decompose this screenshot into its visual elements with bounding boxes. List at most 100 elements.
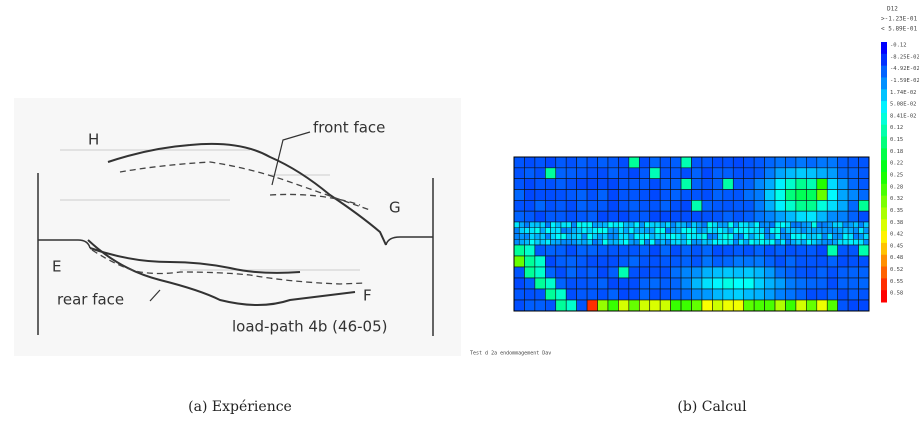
mesh-cell bbox=[732, 178, 745, 190]
mesh-cell bbox=[597, 244, 609, 257]
colorbar-swatch bbox=[881, 112, 887, 126]
interface-cell bbox=[842, 233, 849, 240]
interface-cell bbox=[780, 239, 786, 246]
mesh-cell bbox=[649, 200, 661, 212]
mesh-cell bbox=[524, 288, 536, 301]
interface-cell bbox=[680, 227, 687, 234]
interface-cell bbox=[560, 233, 567, 240]
colorbar-label: 0.25 bbox=[890, 173, 903, 179]
interface-cell bbox=[565, 233, 572, 240]
interface-cell bbox=[665, 227, 671, 234]
interface-cell bbox=[759, 227, 765, 234]
mesh-cell bbox=[555, 210, 567, 223]
mesh-cell bbox=[774, 178, 786, 190]
interface-cell bbox=[513, 221, 520, 228]
interface-cell bbox=[654, 221, 661, 228]
mesh-cell bbox=[649, 266, 661, 279]
colorbar-label: 5.08E-02 bbox=[890, 102, 917, 108]
interface-cell bbox=[560, 239, 567, 246]
mesh-cell bbox=[753, 189, 765, 201]
mesh-cell bbox=[858, 277, 870, 290]
mesh-cell bbox=[837, 156, 849, 169]
mesh-cell bbox=[649, 288, 661, 301]
interface-cell bbox=[743, 239, 750, 246]
mesh-cell bbox=[816, 200, 828, 212]
mesh-cell bbox=[732, 288, 745, 301]
mesh-cell bbox=[555, 178, 567, 190]
interface-cell bbox=[534, 227, 541, 234]
interface-cell bbox=[607, 233, 614, 240]
mesh-cell bbox=[586, 189, 598, 201]
interface-cell bbox=[800, 233, 807, 240]
colorbar-swatch bbox=[881, 231, 887, 244]
interface-cell bbox=[806, 227, 812, 234]
interface-cell bbox=[539, 221, 546, 228]
mesh-cell bbox=[774, 299, 786, 312]
mesh-cell bbox=[837, 277, 849, 290]
mesh-cell bbox=[628, 244, 640, 257]
interface-cell bbox=[722, 221, 729, 228]
interface-cell bbox=[597, 239, 604, 246]
label-front: front face bbox=[313, 119, 385, 137]
interface-cell bbox=[764, 227, 771, 234]
interface-cell bbox=[826, 227, 833, 234]
mesh-cell bbox=[701, 210, 713, 223]
colorbar-swatch bbox=[881, 77, 887, 90]
mesh-cell bbox=[785, 244, 797, 257]
mesh-cell bbox=[565, 167, 577, 179]
mesh-cell bbox=[691, 255, 703, 268]
mesh-cell bbox=[732, 156, 745, 169]
mesh-cell bbox=[858, 189, 870, 201]
mesh-cell bbox=[785, 156, 797, 169]
mesh-cell bbox=[670, 178, 682, 190]
interface-cell bbox=[816, 227, 823, 234]
colorbar-swatch bbox=[881, 195, 887, 208]
mesh-cell bbox=[618, 255, 630, 268]
interface-cell bbox=[717, 227, 724, 234]
mesh-cell bbox=[565, 200, 577, 212]
colorbar-label: 0.22 bbox=[890, 161, 903, 167]
mesh-cell bbox=[795, 299, 807, 312]
interface-cell bbox=[727, 221, 734, 228]
mesh-cell bbox=[743, 178, 755, 190]
mesh-cell bbox=[826, 244, 838, 257]
mesh-cell bbox=[597, 167, 609, 179]
mesh-cell bbox=[753, 244, 765, 257]
interface-cell bbox=[592, 221, 598, 228]
mesh-cell bbox=[764, 210, 776, 223]
interface-cell bbox=[602, 227, 609, 234]
mesh-cell bbox=[691, 266, 703, 279]
mesh-cell bbox=[826, 255, 838, 268]
interface-cell bbox=[686, 221, 692, 228]
mesh-cell bbox=[837, 200, 849, 212]
mesh-cell bbox=[659, 255, 671, 268]
mesh-cell bbox=[816, 299, 828, 312]
mesh-cell bbox=[847, 277, 859, 290]
mesh-cell bbox=[659, 178, 671, 190]
mesh-cell bbox=[555, 255, 567, 268]
interface-cell bbox=[576, 239, 583, 246]
mesh-cell bbox=[826, 189, 838, 201]
interface-cell bbox=[623, 233, 630, 240]
mesh-cell bbox=[670, 244, 682, 257]
mesh-cell bbox=[638, 167, 651, 179]
interface-cell bbox=[649, 233, 656, 240]
mesh-cell bbox=[785, 167, 797, 179]
interface-cell bbox=[565, 239, 572, 246]
mesh-cell bbox=[712, 167, 724, 179]
colorbar-label: -1.59E-02 bbox=[890, 78, 919, 84]
interface-cell bbox=[832, 233, 838, 240]
interface-cell bbox=[832, 221, 838, 228]
mesh-cell bbox=[743, 189, 755, 201]
rear-leader bbox=[149, 289, 161, 302]
interface-cell bbox=[785, 239, 791, 246]
interface-cell bbox=[800, 221, 807, 228]
mesh-cell bbox=[732, 299, 745, 312]
mesh-cell bbox=[795, 288, 807, 301]
fe-mesh bbox=[513, 156, 870, 312]
interface-cell bbox=[691, 227, 697, 234]
mesh-cell bbox=[701, 288, 713, 301]
mesh-cell bbox=[701, 244, 713, 257]
interface-cell bbox=[686, 227, 692, 234]
mesh-cell bbox=[597, 266, 609, 279]
